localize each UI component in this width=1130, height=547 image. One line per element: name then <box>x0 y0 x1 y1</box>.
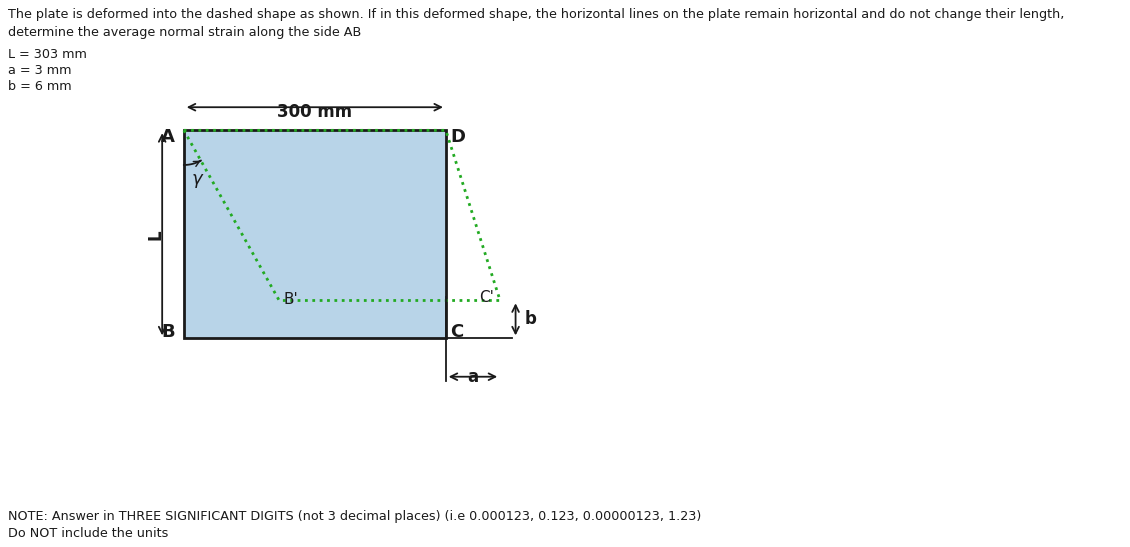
Text: C: C <box>451 323 463 341</box>
Polygon shape <box>184 130 446 338</box>
Text: b = 6 mm: b = 6 mm <box>8 80 71 93</box>
Text: L = 303 mm: L = 303 mm <box>8 48 87 61</box>
Text: γ: γ <box>191 170 202 188</box>
Text: a: a <box>468 368 478 386</box>
Text: The plate is deformed into the dashed shape as shown. If in this deformed shape,: The plate is deformed into the dashed sh… <box>8 8 1064 21</box>
Text: A: A <box>160 127 174 146</box>
Text: 300 mm: 300 mm <box>277 103 353 121</box>
Text: b: b <box>524 310 537 328</box>
Text: a = 3 mm: a = 3 mm <box>8 64 71 77</box>
Text: D: D <box>451 127 466 146</box>
Text: determine the average normal strain along the side AB: determine the average normal strain alon… <box>8 26 362 39</box>
Text: Do NOT include the units: Do NOT include the units <box>8 527 168 540</box>
Text: NOTE: Answer in THREE SIGNIFICANT DIGITS (not 3 decimal places) (i.e 0.000123, 0: NOTE: Answer in THREE SIGNIFICANT DIGITS… <box>8 510 702 523</box>
Text: C': C' <box>479 290 494 305</box>
Text: L: L <box>147 229 165 240</box>
Text: B': B' <box>284 292 298 307</box>
Text: B: B <box>160 323 174 341</box>
